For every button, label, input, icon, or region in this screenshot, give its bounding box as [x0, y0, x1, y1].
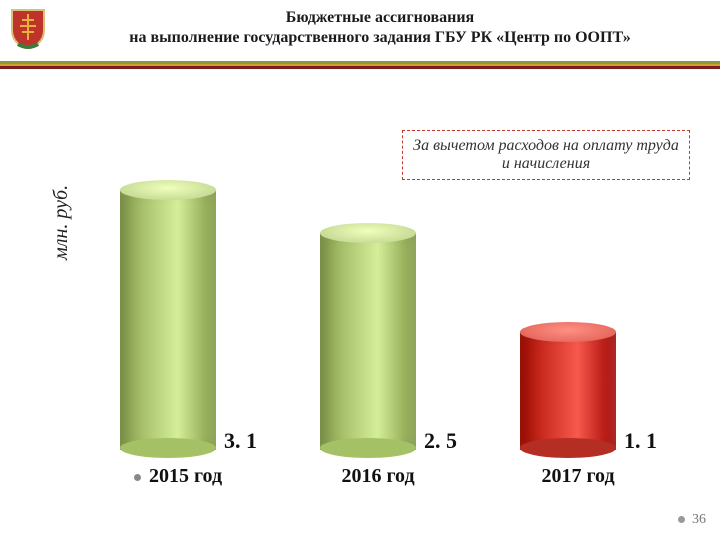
bar-body [520, 332, 616, 450]
bar: 1. 1 [520, 332, 616, 450]
bar-top [520, 322, 616, 342]
bar-top [120, 180, 216, 200]
bar-value-label: 1. 1 [624, 428, 657, 454]
title-line-1: Бюджетные ассигнования [50, 8, 710, 28]
slide-title: Бюджетные ассигнования на выполнение гос… [50, 8, 710, 48]
category-label: 2016 год [300, 465, 456, 488]
slide: { "title": { "line1": "Бюджетные ассигно… [0, 0, 720, 540]
bar-bottom [120, 438, 216, 458]
legend-text: За вычетом расходов на оплату труда и на… [413, 137, 679, 172]
y-axis-label: млн. руб. [50, 185, 73, 260]
bar-body [320, 233, 416, 450]
bullet-icon [134, 474, 141, 481]
bar-value-label: 3. 1 [224, 428, 257, 454]
bar-chart: 3. 1 2015 год 2. 5 2016 год 1. 1 2017 год [80, 170, 690, 490]
bar: 3. 1 [120, 190, 216, 450]
bar-top [320, 223, 416, 243]
category-label: 2017 год [500, 465, 656, 488]
bar-bottom [320, 438, 416, 458]
page-number: 36 [678, 512, 707, 528]
bar-value-label: 2. 5 [424, 428, 457, 454]
bar: 2. 5 [320, 233, 416, 450]
title-line-2: на выполнение государственного задания Г… [50, 28, 710, 48]
category-label: 2015 год [100, 465, 256, 488]
emblem-icon [8, 6, 48, 55]
bar-bottom [520, 438, 616, 458]
accent-bar [0, 56, 720, 74]
bar-body [120, 190, 216, 450]
